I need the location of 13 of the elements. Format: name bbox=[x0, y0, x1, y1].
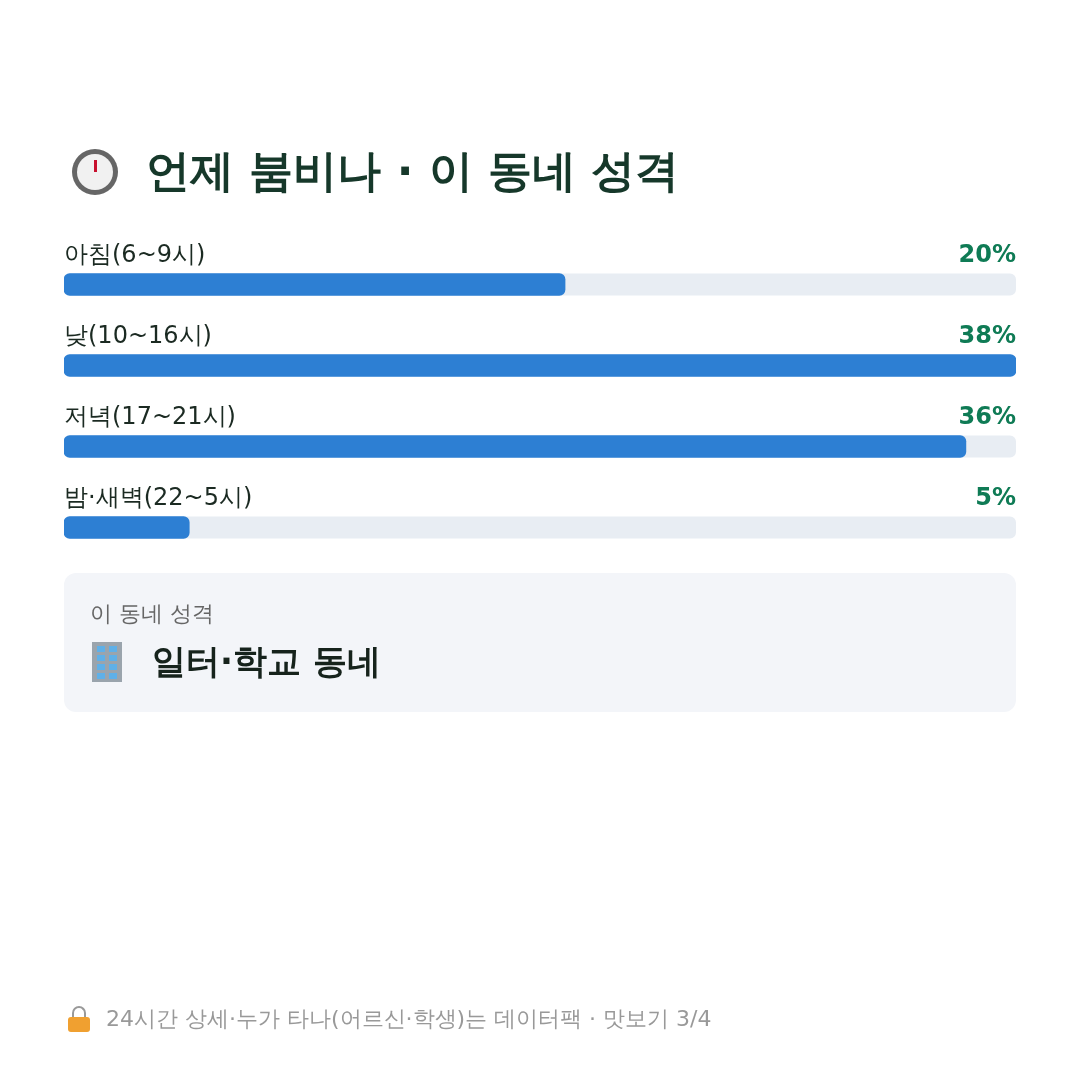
data-label: 36% bbox=[958, 401, 1016, 430]
bar bbox=[64, 516, 190, 539]
y-tick-label: 저녁(17~21시) bbox=[64, 401, 236, 430]
y-tick-label: 낮(10~16시) bbox=[64, 320, 212, 349]
y-tick-label: 아침(6~9시) bbox=[64, 239, 206, 268]
text: 이 동네 성격 bbox=[90, 600, 214, 628]
data-label: 5% bbox=[975, 482, 1016, 511]
text: 일터·학교 동네 bbox=[152, 640, 381, 683]
data-label: 20% bbox=[958, 239, 1016, 268]
y-tick-label: 밤·새벽(22~5시) bbox=[64, 482, 253, 511]
text: 24시간 상세·누가 타나(어르신·학생)는 데이터팩 · 맛보기 3/4 bbox=[106, 1005, 712, 1033]
chart-title: 언제 붐비나 · 이 동네 성격 bbox=[146, 144, 680, 198]
data-label: 38% bbox=[958, 320, 1016, 349]
